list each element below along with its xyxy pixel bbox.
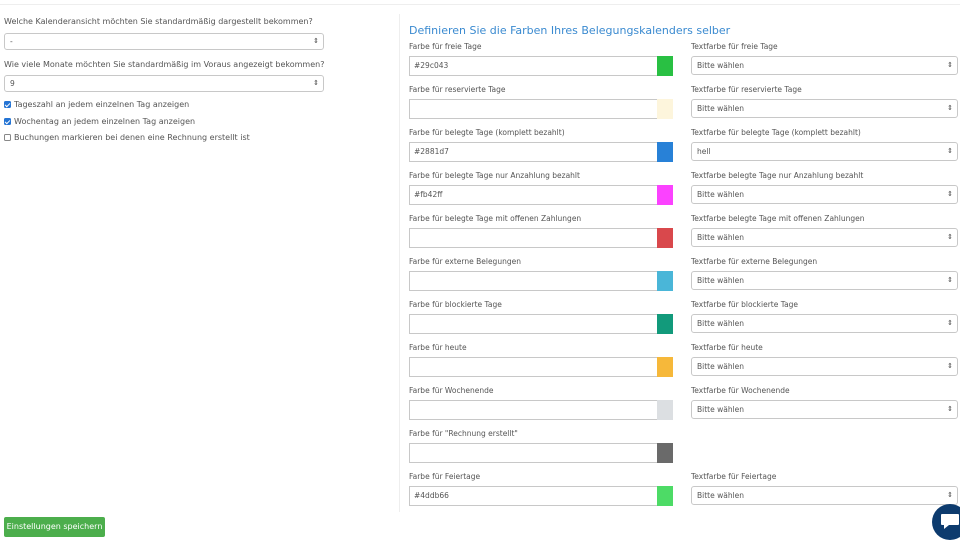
checkbox-label: Buchungen markieren bei denen eine Rechn… [14, 133, 250, 142]
color-label: Farbe für Wochenende [409, 386, 494, 395]
color-swatch[interactable] [657, 228, 673, 248]
checkbox-unchecked-icon[interactable] [4, 134, 11, 141]
up-down-arrow-icon: ⇕ [947, 362, 953, 370]
months-select[interactable]: 9 ⇕ [4, 75, 324, 92]
color-label: Farbe für Feiertage [409, 472, 481, 481]
up-down-arrow-icon: ⇕ [947, 491, 953, 499]
up-down-arrow-icon: ⇕ [947, 319, 953, 327]
colors-section-title: Definieren Sie die Farben Ihres Belegung… [409, 24, 731, 37]
up-down-arrow-icon: ⇕ [947, 61, 953, 69]
color-input[interactable] [409, 400, 657, 420]
color-swatch[interactable] [657, 56, 673, 76]
text-color-select-value: hell [697, 147, 711, 156]
text-color-select-value: Bitte wählen [697, 276, 745, 285]
months-select-value: 9 [10, 79, 15, 88]
text-color-select-value: Bitte wählen [697, 104, 745, 113]
up-down-arrow-icon: ⇕ [947, 190, 953, 198]
color-input[interactable] [409, 99, 657, 119]
color-input[interactable]: #fb42ff [409, 185, 657, 205]
color-label: Farbe für blockierte Tage [409, 300, 502, 309]
text-color-label: Textfarbe für reservierte Tage [691, 85, 802, 94]
up-down-arrow-icon: ⇕ [947, 233, 953, 241]
color-input[interactable] [409, 314, 657, 334]
up-down-arrow-icon: ⇕ [947, 405, 953, 413]
text-color-label: Textfarbe für externe Belegungen [691, 257, 818, 266]
top-divider [0, 4, 960, 5]
color-label: Farbe für belegte Tage (komplett bezahlt… [409, 128, 565, 137]
color-label: Farbe für heute [409, 343, 467, 352]
text-color-select[interactable]: Bitte wählen ⇕ [691, 357, 958, 376]
color-swatch[interactable] [657, 271, 673, 291]
color-swatch[interactable] [657, 443, 673, 463]
color-label: Farbe für belegte Tage nur Anzahlung bez… [409, 171, 580, 180]
color-input[interactable]: #4ddb66 [409, 486, 657, 506]
text-color-select[interactable]: Bitte wählen ⇕ [691, 99, 958, 118]
text-color-label: Textfarbe für blockierte Tage [691, 300, 799, 309]
color-label: Farbe für externe Belegungen [409, 257, 521, 266]
text-color-select-value: Bitte wählen [697, 319, 745, 328]
color-input[interactable] [409, 443, 657, 463]
color-label: Farbe für "Rechnung erstellt" [409, 429, 518, 438]
text-color-label: Textfarbe für freie Tage [691, 42, 778, 51]
text-color-label: Textfarbe belegte Tage mit offenen Zahlu… [691, 214, 865, 223]
text-color-select[interactable]: Bitte wählen ⇕ [691, 314, 958, 333]
text-color-select-value: Bitte wählen [697, 491, 745, 500]
color-input[interactable] [409, 271, 657, 291]
color-swatch[interactable] [657, 142, 673, 162]
checkbox-show-weekday[interactable]: Wochentag an jedem einzelnen Tag anzeige… [4, 117, 195, 126]
color-swatch[interactable] [657, 357, 673, 377]
view-question-label: Welche Kalenderansicht möchten Sie stand… [4, 17, 313, 26]
chat-button[interactable] [932, 504, 960, 540]
text-color-label: Textfarbe für heute [691, 343, 763, 352]
text-color-select-value: Bitte wählen [697, 233, 745, 242]
text-color-select-value: Bitte wählen [697, 362, 745, 371]
view-select-value: - [10, 37, 13, 46]
checkbox-checked-icon[interactable] [4, 118, 11, 125]
color-swatch[interactable] [657, 185, 673, 205]
view-select[interactable]: - ⇕ [4, 33, 324, 50]
color-swatch[interactable] [657, 314, 673, 334]
text-color-select[interactable]: Bitte wählen ⇕ [691, 486, 958, 505]
checkbox-checked-icon[interactable] [4, 101, 11, 108]
text-color-select[interactable]: Bitte wählen ⇕ [691, 228, 958, 247]
checkbox-label: Tageszahl an jedem einzelnen Tag anzeige… [14, 100, 190, 109]
color-input[interactable] [409, 228, 657, 248]
color-input[interactable]: #29c043 [409, 56, 657, 76]
text-color-label: Textfarbe für Feiertage [691, 472, 777, 481]
color-label: Farbe für belegte Tage mit offenen Zahlu… [409, 214, 582, 223]
checkbox-show-daynumber[interactable]: Tageszahl an jedem einzelnen Tag anzeige… [4, 100, 189, 109]
months-question-label: Wie viele Monate möchten Sie standardmäß… [4, 60, 325, 69]
checkbox-label: Wochentag an jedem einzelnen Tag anzeige… [14, 117, 196, 126]
text-color-select[interactable]: Bitte wählen ⇕ [691, 56, 958, 75]
text-color-select[interactable]: Bitte wählen ⇕ [691, 400, 958, 419]
color-swatch[interactable] [657, 400, 673, 420]
up-down-arrow-icon: ⇕ [947, 276, 953, 284]
up-down-arrow-icon: ⇕ [947, 104, 953, 112]
up-down-arrow-icon: ⇕ [313, 37, 319, 45]
color-swatch[interactable] [657, 486, 673, 506]
text-color-select[interactable]: Bitte wählen ⇕ [691, 185, 958, 204]
chat-bubble-icon [941, 514, 959, 529]
color-input[interactable] [409, 357, 657, 377]
color-label: Farbe für reservierte Tage [409, 85, 506, 94]
text-color-label: Textfarbe für Wochenende [691, 386, 790, 395]
color-input[interactable]: #2881d7 [409, 142, 657, 162]
checkbox-mark-invoiced[interactable]: Buchungen markieren bei denen eine Rechn… [4, 133, 250, 142]
text-color-label: Textfarbe für belegte Tage (komplett bez… [691, 128, 861, 137]
up-down-arrow-icon: ⇕ [313, 79, 319, 87]
color-swatch[interactable] [657, 99, 673, 119]
color-label: Farbe für freie Tage [409, 42, 482, 51]
save-settings-button[interactable]: Einstellungen speichern [4, 517, 105, 537]
text-color-label: Textfarbe belegte Tage nur Anzahlung bez… [691, 171, 864, 180]
up-down-arrow-icon: ⇕ [947, 147, 953, 155]
column-divider [399, 14, 400, 512]
text-color-select-value: Bitte wählen [697, 61, 745, 70]
text-color-select-value: Bitte wählen [697, 190, 745, 199]
text-color-select-value: Bitte wählen [697, 405, 745, 414]
text-color-select[interactable]: hell ⇕ [691, 142, 958, 161]
text-color-select[interactable]: Bitte wählen ⇕ [691, 271, 958, 290]
